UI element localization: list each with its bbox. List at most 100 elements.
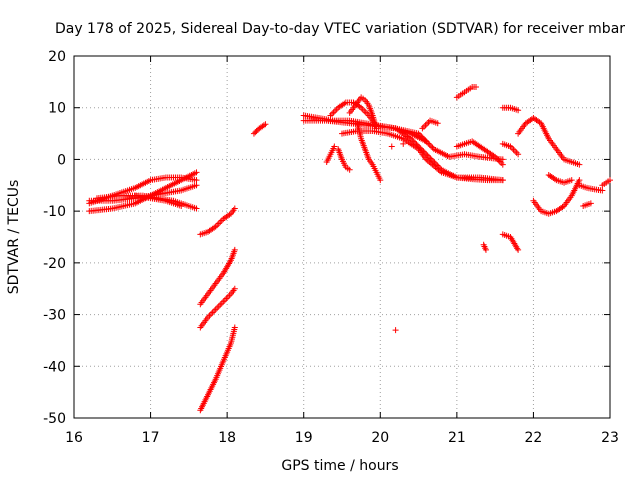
track-14-point [409, 137, 416, 144]
track-10-point [262, 121, 269, 128]
track-14-point [434, 162, 441, 169]
track-14-point [432, 161, 439, 168]
track-7-point [231, 246, 238, 253]
track-35-series [392, 327, 399, 334]
track-12-point [416, 131, 423, 138]
track-30-point [599, 187, 606, 194]
track-8-point [220, 298, 227, 305]
track-14-point [413, 141, 420, 148]
x-tick-label: 22 [525, 430, 543, 446]
track-24-point [499, 161, 506, 168]
track-12-point [422, 137, 429, 144]
track-34-point [482, 246, 489, 253]
track-6-point [215, 220, 222, 227]
track-10-series [250, 121, 269, 137]
track-10-point [250, 130, 257, 137]
track-8-point [217, 301, 224, 308]
track-21-series [388, 143, 395, 150]
x-tick-label: 19 [295, 430, 313, 446]
track-8-point [226, 292, 233, 299]
track-23-point [473, 84, 479, 91]
track-14-point [414, 142, 421, 149]
track-32-point [587, 200, 594, 207]
track-12-point [499, 156, 506, 163]
track-18-point [377, 177, 384, 184]
track-20-point [331, 143, 338, 150]
track-12-point [425, 140, 432, 147]
y-tick-label: -40 [43, 359, 66, 375]
track-14-point [428, 156, 435, 163]
x-tick-labels: 16 17 18 19 20 21 22 23 [65, 430, 619, 446]
track-14-point [427, 155, 434, 162]
track-8-point [214, 304, 221, 311]
track-10-point [252, 129, 259, 136]
x-tick-label: 16 [65, 430, 83, 446]
track-8-point [231, 285, 238, 292]
track-12-point [415, 130, 422, 137]
track-14-point [417, 145, 424, 152]
track-1-series [86, 169, 200, 215]
track-25-point [510, 146, 517, 153]
track-17-series [327, 99, 380, 129]
track-7-series [197, 246, 238, 308]
track-14-point [420, 148, 427, 155]
track-6-point [217, 219, 224, 226]
track-17-point [330, 109, 337, 116]
track-12-point [429, 144, 436, 151]
track-14-point [431, 159, 438, 166]
track-21-point [388, 143, 395, 150]
track-10-point [253, 127, 260, 134]
track-25-point [513, 149, 520, 156]
track-19-point [346, 166, 353, 173]
track-17-point [361, 107, 368, 114]
track-15-series [419, 117, 441, 132]
track-23-series [453, 84, 479, 101]
track-8-point [221, 297, 228, 304]
track-8-point [211, 307, 218, 314]
track-15-point [434, 120, 441, 127]
track-17-point [373, 122, 380, 129]
track-14-point [421, 149, 428, 156]
track-18-series [354, 120, 384, 184]
track-22-series [400, 140, 407, 147]
track-25-point [515, 151, 522, 158]
y-tick-label: -30 [43, 308, 66, 324]
track-31-point [607, 177, 613, 184]
axis-ticks [73, 55, 611, 419]
track-9-series [197, 324, 238, 414]
track-14-point [419, 147, 426, 154]
track-25-point [512, 148, 519, 155]
track-14-point [424, 152, 431, 159]
track-8-point [218, 300, 225, 307]
track-17-point [329, 110, 336, 117]
chart-title: Day 178 of 2025, Sidereal Day-to-day VTE… [55, 21, 625, 37]
track-17-point [332, 107, 339, 114]
track-31-series [599, 177, 613, 189]
y-tick-labels: -50 -40 -30 -20 -10 0 10 20 [43, 49, 66, 427]
track-5-point [178, 202, 185, 209]
track-12-point [426, 141, 433, 148]
track-15-point [420, 123, 427, 130]
track-30-series [576, 182, 606, 194]
track-15-point [419, 125, 426, 132]
track-14-point [426, 154, 433, 161]
data-points [86, 84, 613, 414]
track-27-point [576, 161, 583, 168]
track-14-point [407, 135, 414, 142]
track-2-point [193, 177, 200, 184]
track-12-point [423, 139, 430, 146]
gridlines [74, 56, 610, 418]
track-25-series [499, 140, 522, 158]
track-9-point [231, 324, 238, 331]
track-33-series [499, 231, 522, 253]
track-12-point [419, 134, 426, 141]
track-29-point [568, 177, 575, 184]
x-tick-label: 17 [142, 430, 160, 446]
track-33-point [515, 246, 522, 253]
track-6-point [231, 205, 238, 212]
track-8-point [215, 303, 222, 310]
track-26-point [515, 107, 522, 114]
track-14-point [423, 151, 430, 158]
track-5-series [132, 192, 185, 209]
track-12-point [428, 143, 435, 150]
